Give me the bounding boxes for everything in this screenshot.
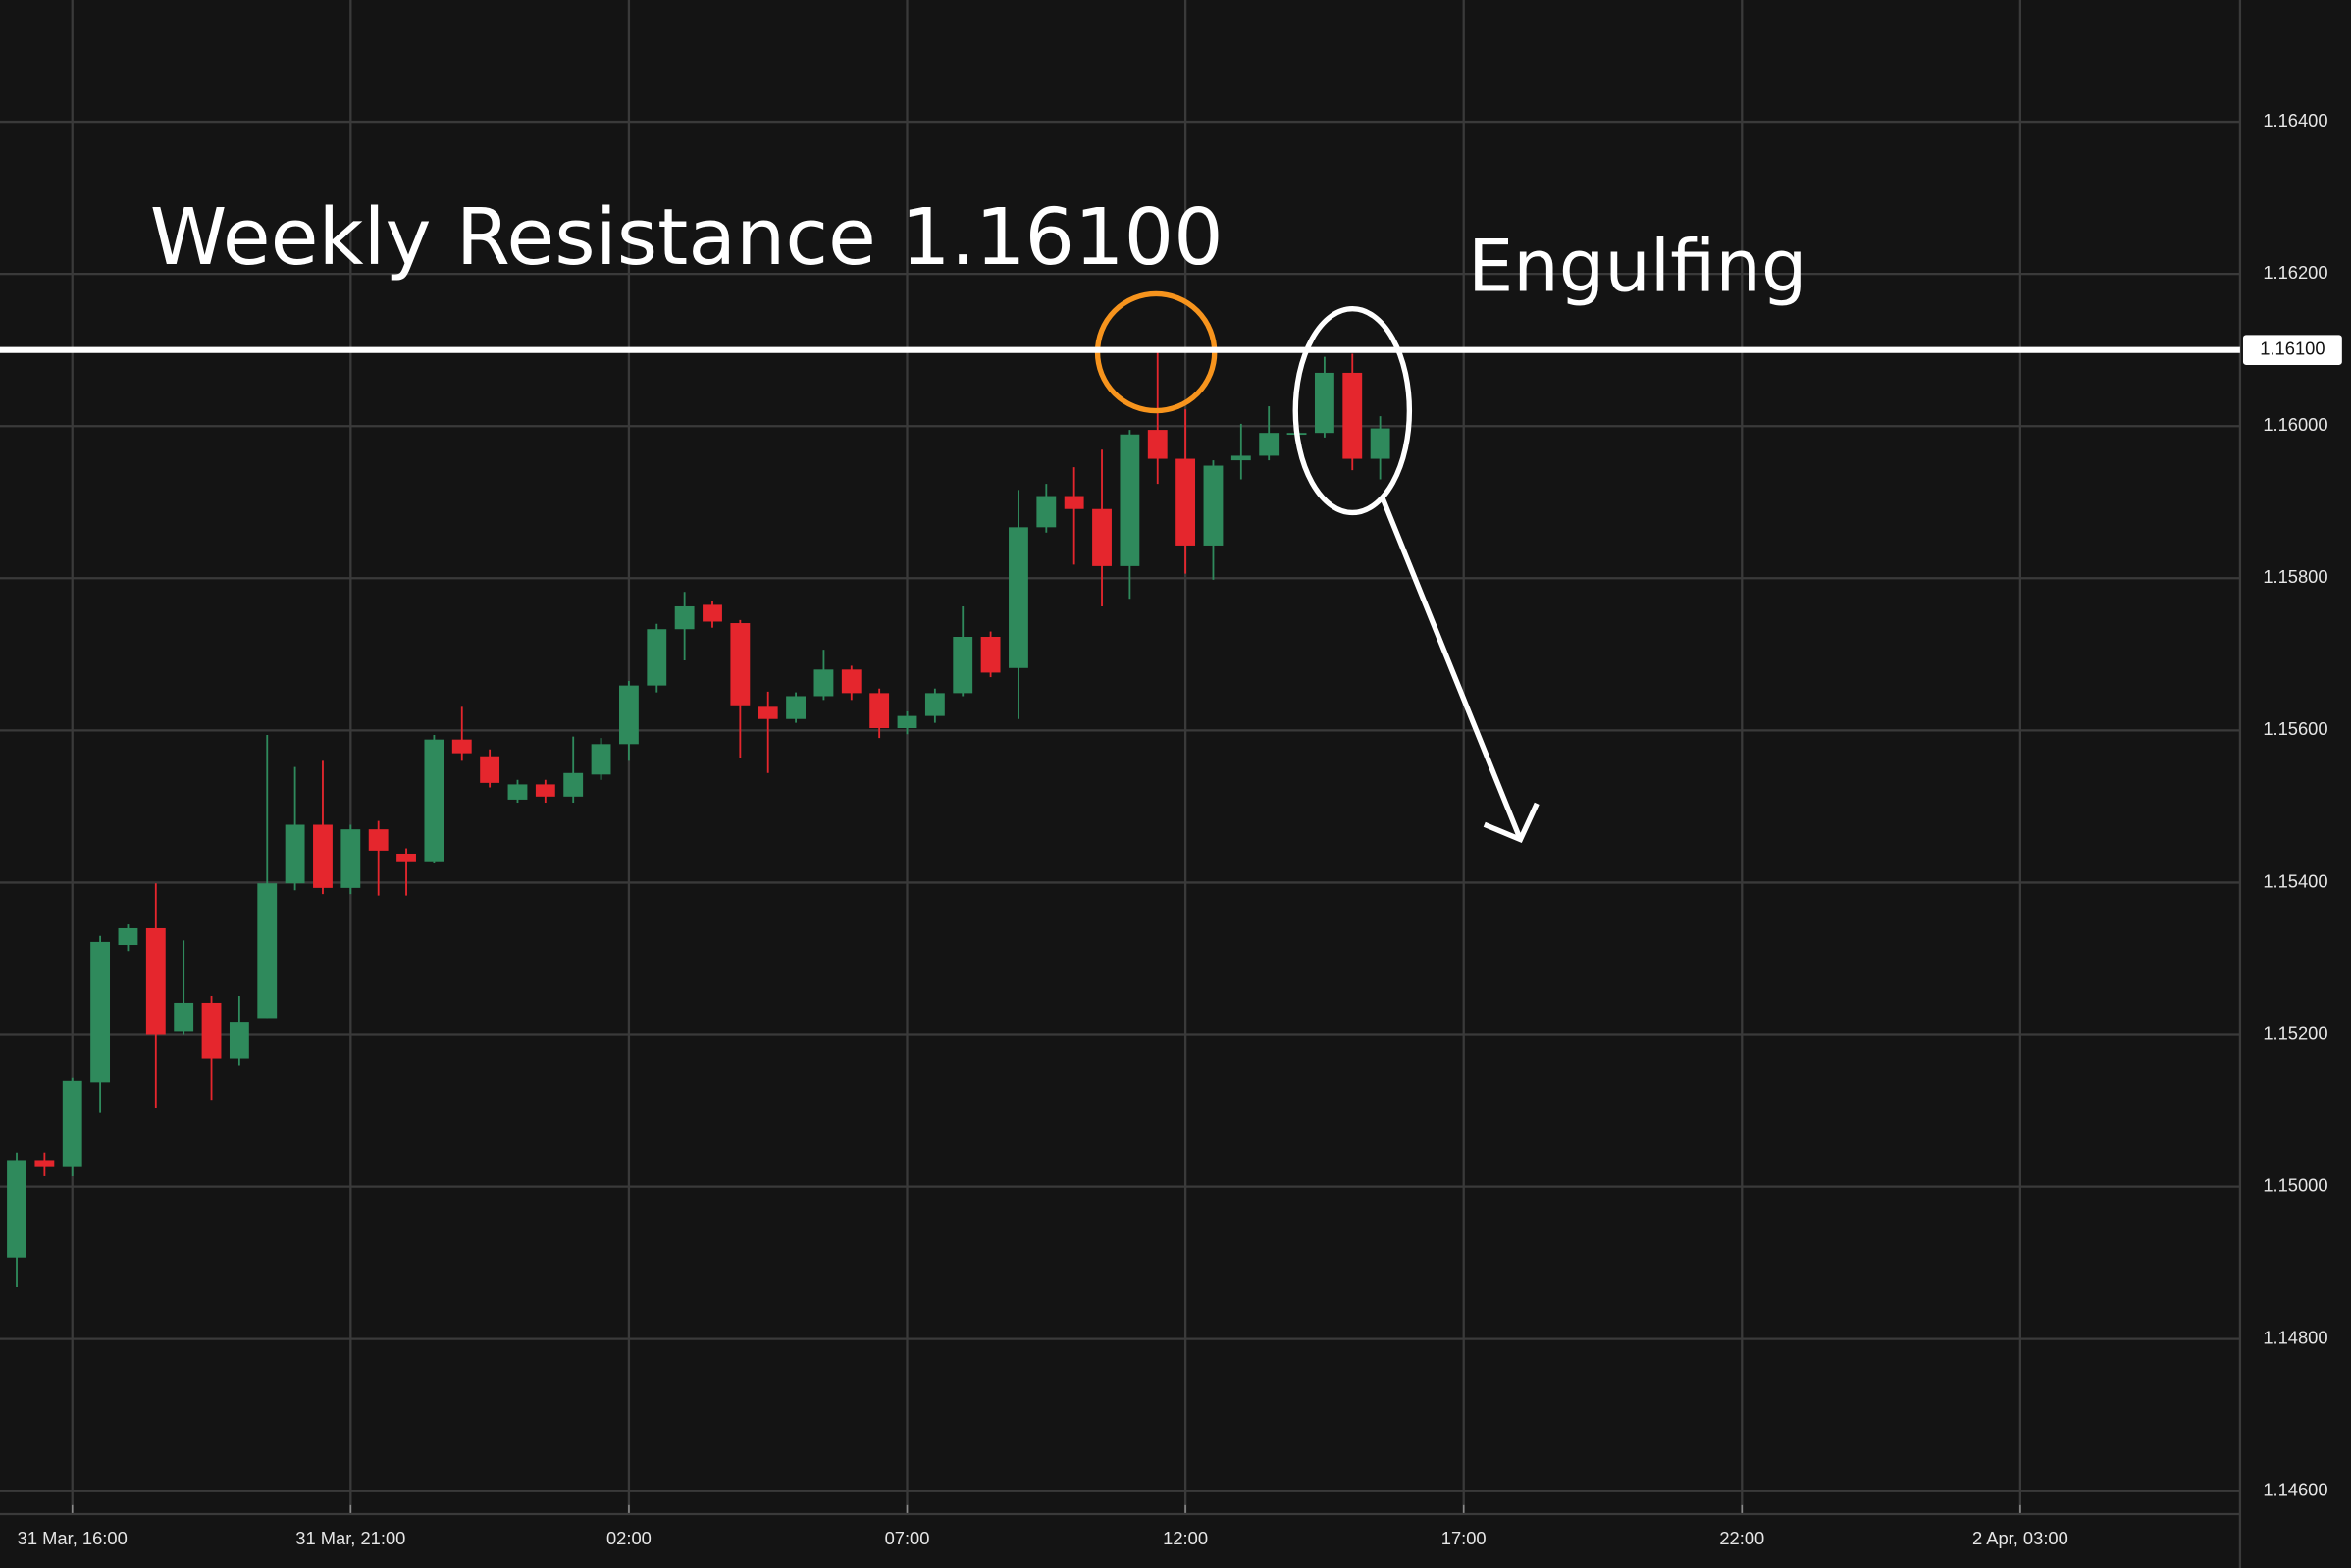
candle-body bbox=[7, 1160, 26, 1258]
candle-body bbox=[1009, 527, 1028, 668]
x-tick-label: 17:00 bbox=[1441, 1528, 1487, 1548]
y-tick-label: 1.16000 bbox=[2263, 414, 2327, 435]
highlight-ellipse bbox=[1292, 306, 1413, 516]
y-tick-label: 1.16400 bbox=[2263, 110, 2327, 131]
candles bbox=[7, 349, 1390, 1287]
candle-body bbox=[368, 829, 389, 851]
y-tick-label: 1.14600 bbox=[2263, 1480, 2327, 1500]
candle-body bbox=[257, 883, 278, 1019]
candle-body bbox=[786, 696, 807, 719]
y-tick-label: 1.15600 bbox=[2263, 718, 2327, 739]
x-tick-label: 31 Mar, 21:00 bbox=[295, 1528, 405, 1548]
y-tick-label: 1.15200 bbox=[2263, 1022, 2327, 1043]
candle-body bbox=[1230, 455, 1251, 461]
candle-body bbox=[340, 829, 361, 888]
candle-body bbox=[897, 715, 917, 729]
candle-body bbox=[145, 927, 166, 1035]
candle-body bbox=[174, 1002, 194, 1032]
candle-body bbox=[647, 629, 667, 686]
x-tick-label: 22:00 bbox=[1719, 1528, 1764, 1548]
candle-body bbox=[730, 623, 751, 706]
candle-body bbox=[118, 927, 138, 946]
arrow bbox=[1380, 497, 1540, 843]
candle-body bbox=[285, 824, 305, 884]
candle-body bbox=[1064, 496, 1084, 509]
x-tick-label: 12:00 bbox=[1163, 1528, 1208, 1548]
resistance-label: 1.16100 bbox=[2260, 339, 2325, 359]
y-tick-label: 1.16200 bbox=[2263, 262, 2327, 283]
annotation: Engulfing bbox=[1468, 225, 1806, 308]
candle-body bbox=[507, 784, 528, 800]
candle-body bbox=[1036, 496, 1057, 528]
candle-body bbox=[703, 604, 722, 622]
candle-body bbox=[90, 941, 111, 1083]
candle-body bbox=[313, 824, 333, 888]
candle-body bbox=[563, 772, 584, 797]
candle-body bbox=[535, 784, 555, 797]
candle-body bbox=[229, 1022, 249, 1059]
candle-body bbox=[451, 739, 472, 754]
y-tick-label: 1.14800 bbox=[2263, 1328, 2327, 1348]
annotation: Weekly Resistance 1.16100 bbox=[150, 191, 1224, 283]
x-tick-label: 07:00 bbox=[885, 1528, 930, 1548]
y-tick-label: 1.15800 bbox=[2263, 566, 2327, 587]
candle-body bbox=[758, 706, 778, 719]
candle-body bbox=[201, 1002, 222, 1059]
candle-body bbox=[869, 693, 890, 729]
candle-body bbox=[62, 1080, 82, 1167]
candle-body bbox=[1259, 433, 1280, 456]
candle-body bbox=[480, 756, 500, 783]
candle-body bbox=[618, 685, 639, 745]
candle-body bbox=[953, 636, 973, 694]
candle-body bbox=[674, 605, 695, 630]
candle-body bbox=[34, 1160, 55, 1167]
y-tick-label: 1.15400 bbox=[2263, 870, 2327, 891]
x-tick-label: 2 Apr, 03:00 bbox=[1972, 1528, 2068, 1548]
candle-body bbox=[1342, 372, 1363, 459]
resistance-tag bbox=[2242, 335, 2342, 365]
candle-body bbox=[1092, 508, 1112, 566]
candle-body bbox=[1176, 458, 1196, 546]
candle-body bbox=[924, 693, 945, 716]
candle-body bbox=[591, 744, 611, 775]
candle-body bbox=[1147, 430, 1168, 459]
candle-body bbox=[1314, 372, 1334, 434]
x-tick-label: 02:00 bbox=[606, 1528, 652, 1548]
candle-body bbox=[396, 853, 416, 862]
candle-body bbox=[1370, 428, 1390, 459]
overlay: Weekly Resistance 1.16100 Engulfing 1.16… bbox=[0, 191, 2342, 843]
x-tick-label: 31 Mar, 16:00 bbox=[18, 1528, 128, 1548]
candle-body bbox=[841, 669, 862, 694]
candle-body bbox=[424, 739, 444, 862]
candle-body bbox=[980, 636, 1001, 673]
y-tick-label: 1.15000 bbox=[2263, 1175, 2327, 1195]
candle-body bbox=[1203, 465, 1224, 546]
candle-body bbox=[813, 669, 834, 697]
candle-body bbox=[1120, 434, 1140, 566]
